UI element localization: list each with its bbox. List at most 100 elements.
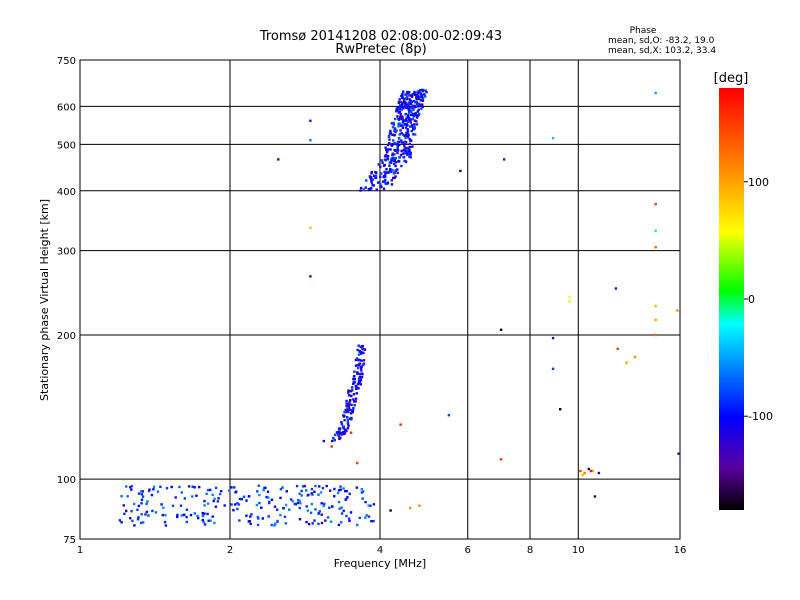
data-point xyxy=(388,138,391,141)
data-point xyxy=(370,179,373,183)
colorbar-label: [deg] xyxy=(714,71,749,86)
data-point xyxy=(358,358,361,362)
data-point xyxy=(179,504,183,507)
data-point xyxy=(676,309,679,312)
data-point xyxy=(396,115,399,118)
data-point xyxy=(404,159,407,163)
data-point xyxy=(423,93,426,96)
data-point xyxy=(403,100,406,103)
data-point xyxy=(416,90,419,93)
data-point xyxy=(391,156,395,160)
data-point xyxy=(359,365,363,369)
data-point xyxy=(361,347,364,351)
tick-labels: 1 2 4 6 8 10 16 75 100 200 300 400 500 600 750 xyxy=(57,56,686,556)
data-point xyxy=(424,89,427,92)
data-point xyxy=(122,504,125,507)
data-point xyxy=(654,246,657,249)
data-point xyxy=(161,513,164,517)
data-point xyxy=(233,503,237,506)
x-tick-label: 1 xyxy=(77,545,83,556)
data-point xyxy=(411,125,414,128)
data-point xyxy=(406,131,409,134)
data-point xyxy=(654,333,657,337)
data-point xyxy=(381,161,384,164)
data-point xyxy=(401,118,404,121)
data-point xyxy=(203,499,206,503)
data-point xyxy=(447,414,451,417)
data-point xyxy=(415,97,419,100)
data-point xyxy=(360,186,363,190)
data-point xyxy=(370,172,373,175)
data-point xyxy=(185,515,188,519)
data-point xyxy=(141,495,145,498)
data-point xyxy=(410,139,413,142)
data-point xyxy=(406,128,409,131)
data-point xyxy=(131,519,134,523)
data-point xyxy=(301,485,305,488)
data-point xyxy=(407,114,410,118)
data-point xyxy=(416,95,420,98)
data-point xyxy=(372,519,375,523)
data-point xyxy=(411,94,414,97)
data-point xyxy=(391,143,394,146)
data-point xyxy=(340,512,344,515)
data-point xyxy=(371,184,374,187)
data-point xyxy=(309,139,312,142)
data-point xyxy=(258,493,261,497)
data-point xyxy=(351,410,354,414)
data-point xyxy=(374,176,377,180)
data-point xyxy=(391,133,394,136)
data-point xyxy=(551,137,555,140)
data-point xyxy=(142,521,145,524)
data-point xyxy=(198,485,201,489)
data-point xyxy=(342,509,345,512)
data-point xyxy=(404,103,407,106)
data-point xyxy=(320,521,324,525)
data-point xyxy=(399,153,403,157)
data-point xyxy=(401,93,404,96)
data-point xyxy=(324,519,327,522)
data-point xyxy=(360,369,363,372)
data-point xyxy=(356,348,359,352)
data-point xyxy=(503,158,506,161)
data-point xyxy=(154,511,158,514)
data-point xyxy=(118,519,122,522)
data-point xyxy=(382,175,385,179)
data-point xyxy=(321,487,325,490)
data-point xyxy=(383,155,387,158)
data-point xyxy=(305,520,308,524)
data-point xyxy=(390,144,393,147)
data-point xyxy=(391,169,394,172)
data-point xyxy=(273,505,277,508)
data-point xyxy=(384,175,387,178)
data-point xyxy=(330,445,333,448)
data-point xyxy=(400,139,403,142)
data-point xyxy=(364,500,367,504)
data-point xyxy=(270,498,274,501)
data-point xyxy=(385,171,388,174)
data-point xyxy=(360,376,364,379)
data-point xyxy=(176,513,179,517)
data-point xyxy=(352,382,355,385)
data-point xyxy=(293,502,296,506)
data-point xyxy=(320,513,323,516)
data-point xyxy=(345,410,349,414)
data-point xyxy=(408,98,411,101)
data-point xyxy=(281,486,284,489)
data-point xyxy=(397,125,400,128)
data-point xyxy=(394,164,397,168)
data-point xyxy=(338,507,341,510)
x-tick-label: 8 xyxy=(527,545,533,556)
data-point xyxy=(347,405,350,408)
data-point xyxy=(409,121,412,124)
data-point xyxy=(406,129,410,132)
data-point xyxy=(333,433,337,436)
data-point xyxy=(338,437,341,441)
data-point xyxy=(408,155,411,158)
colorbar xyxy=(719,88,744,510)
data-point xyxy=(314,484,317,488)
data-point xyxy=(357,353,361,356)
data-point xyxy=(418,504,421,507)
data-point xyxy=(367,504,370,507)
data-point xyxy=(405,141,408,144)
